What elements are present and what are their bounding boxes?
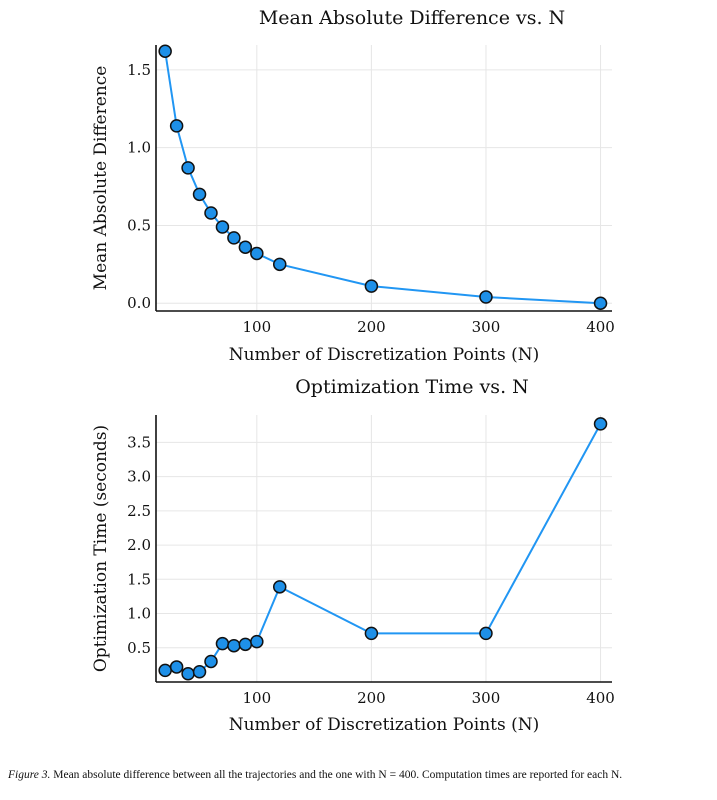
caption-text: Mean absolute difference between all the… <box>50 769 623 781</box>
data-point <box>192 664 207 679</box>
x-tick-label: 200 <box>357 689 386 707</box>
series-line <box>164 51 601 305</box>
data-point <box>204 654 218 669</box>
y-tick-label: 2.0 <box>127 536 151 554</box>
figure-caption: Figure 3. Mean absolute difference betwe… <box>8 769 622 781</box>
data-point <box>181 667 195 681</box>
data-point <box>364 626 379 641</box>
data-point <box>272 257 287 272</box>
y-tick-label: 3.5 <box>127 433 151 451</box>
y-axis-label: Mean Absolute Difference <box>91 66 111 291</box>
x-tick-label: 300 <box>472 689 501 707</box>
y-tick-label: 1.0 <box>127 139 151 157</box>
y-tick-label: 1.5 <box>127 570 151 588</box>
figure: 100 200 300 400 0.0 0.5 1.0 1.5 Mean Absolute Di… <box>91 7 615 735</box>
data-point <box>215 220 230 234</box>
data-point <box>479 290 493 304</box>
data-point <box>272 580 287 594</box>
data-point <box>181 161 195 175</box>
data-point <box>215 636 230 651</box>
data-point <box>204 206 218 220</box>
chart-title: Optimization Time vs. N <box>295 376 529 398</box>
data-point <box>158 663 172 678</box>
data-point <box>169 660 184 674</box>
x-tick-label: 400 <box>586 689 615 707</box>
x-axis-label: Number of Discretization Points (N) <box>229 715 540 735</box>
data-point <box>238 240 253 254</box>
data-point <box>593 417 608 431</box>
data-point <box>593 296 608 310</box>
chart-title: Mean Absolute Difference vs. N <box>259 7 565 29</box>
series-line <box>164 423 602 675</box>
caption-label: Figure 3. <box>8 769 51 781</box>
data-point <box>192 187 207 202</box>
data-point <box>479 626 493 641</box>
x-tick-label: 300 <box>472 318 501 336</box>
y-axis-label: Optimization Time (seconds) <box>91 425 111 672</box>
y-tick-label: 1.5 <box>127 61 151 79</box>
data-point <box>238 637 253 652</box>
y-tick-label: 2.5 <box>127 502 151 520</box>
data-point <box>158 44 172 58</box>
x-tick-label: 100 <box>243 318 272 336</box>
data-point <box>364 279 379 293</box>
data-point <box>169 119 184 133</box>
chart-1: 100 200 300 400 0.0 0.5 1.0 1.5 Mean Absolute Di… <box>91 7 615 365</box>
x-tick-label: 100 <box>243 689 272 707</box>
y-tick-label: 0.5 <box>127 216 151 234</box>
y-tick-label: 0.0 <box>127 294 151 312</box>
y-tick-label: 3.0 <box>127 468 151 486</box>
x-tick-label: 200 <box>357 318 386 336</box>
y-tick-label: 1.0 <box>127 605 151 623</box>
chart-2: 100 200 300 400 0.5 1.0 1.5 2.0 2.5 3.0 3.5 Optimiz… <box>91 376 615 735</box>
data-point <box>227 638 241 653</box>
data-point <box>250 246 264 261</box>
x-axis-label: Number of Discretization Points (N) <box>229 345 540 365</box>
x-tick-label: 400 <box>586 318 615 336</box>
data-point <box>250 634 264 649</box>
data-point <box>227 231 241 245</box>
y-tick-label: 0.5 <box>127 639 151 657</box>
